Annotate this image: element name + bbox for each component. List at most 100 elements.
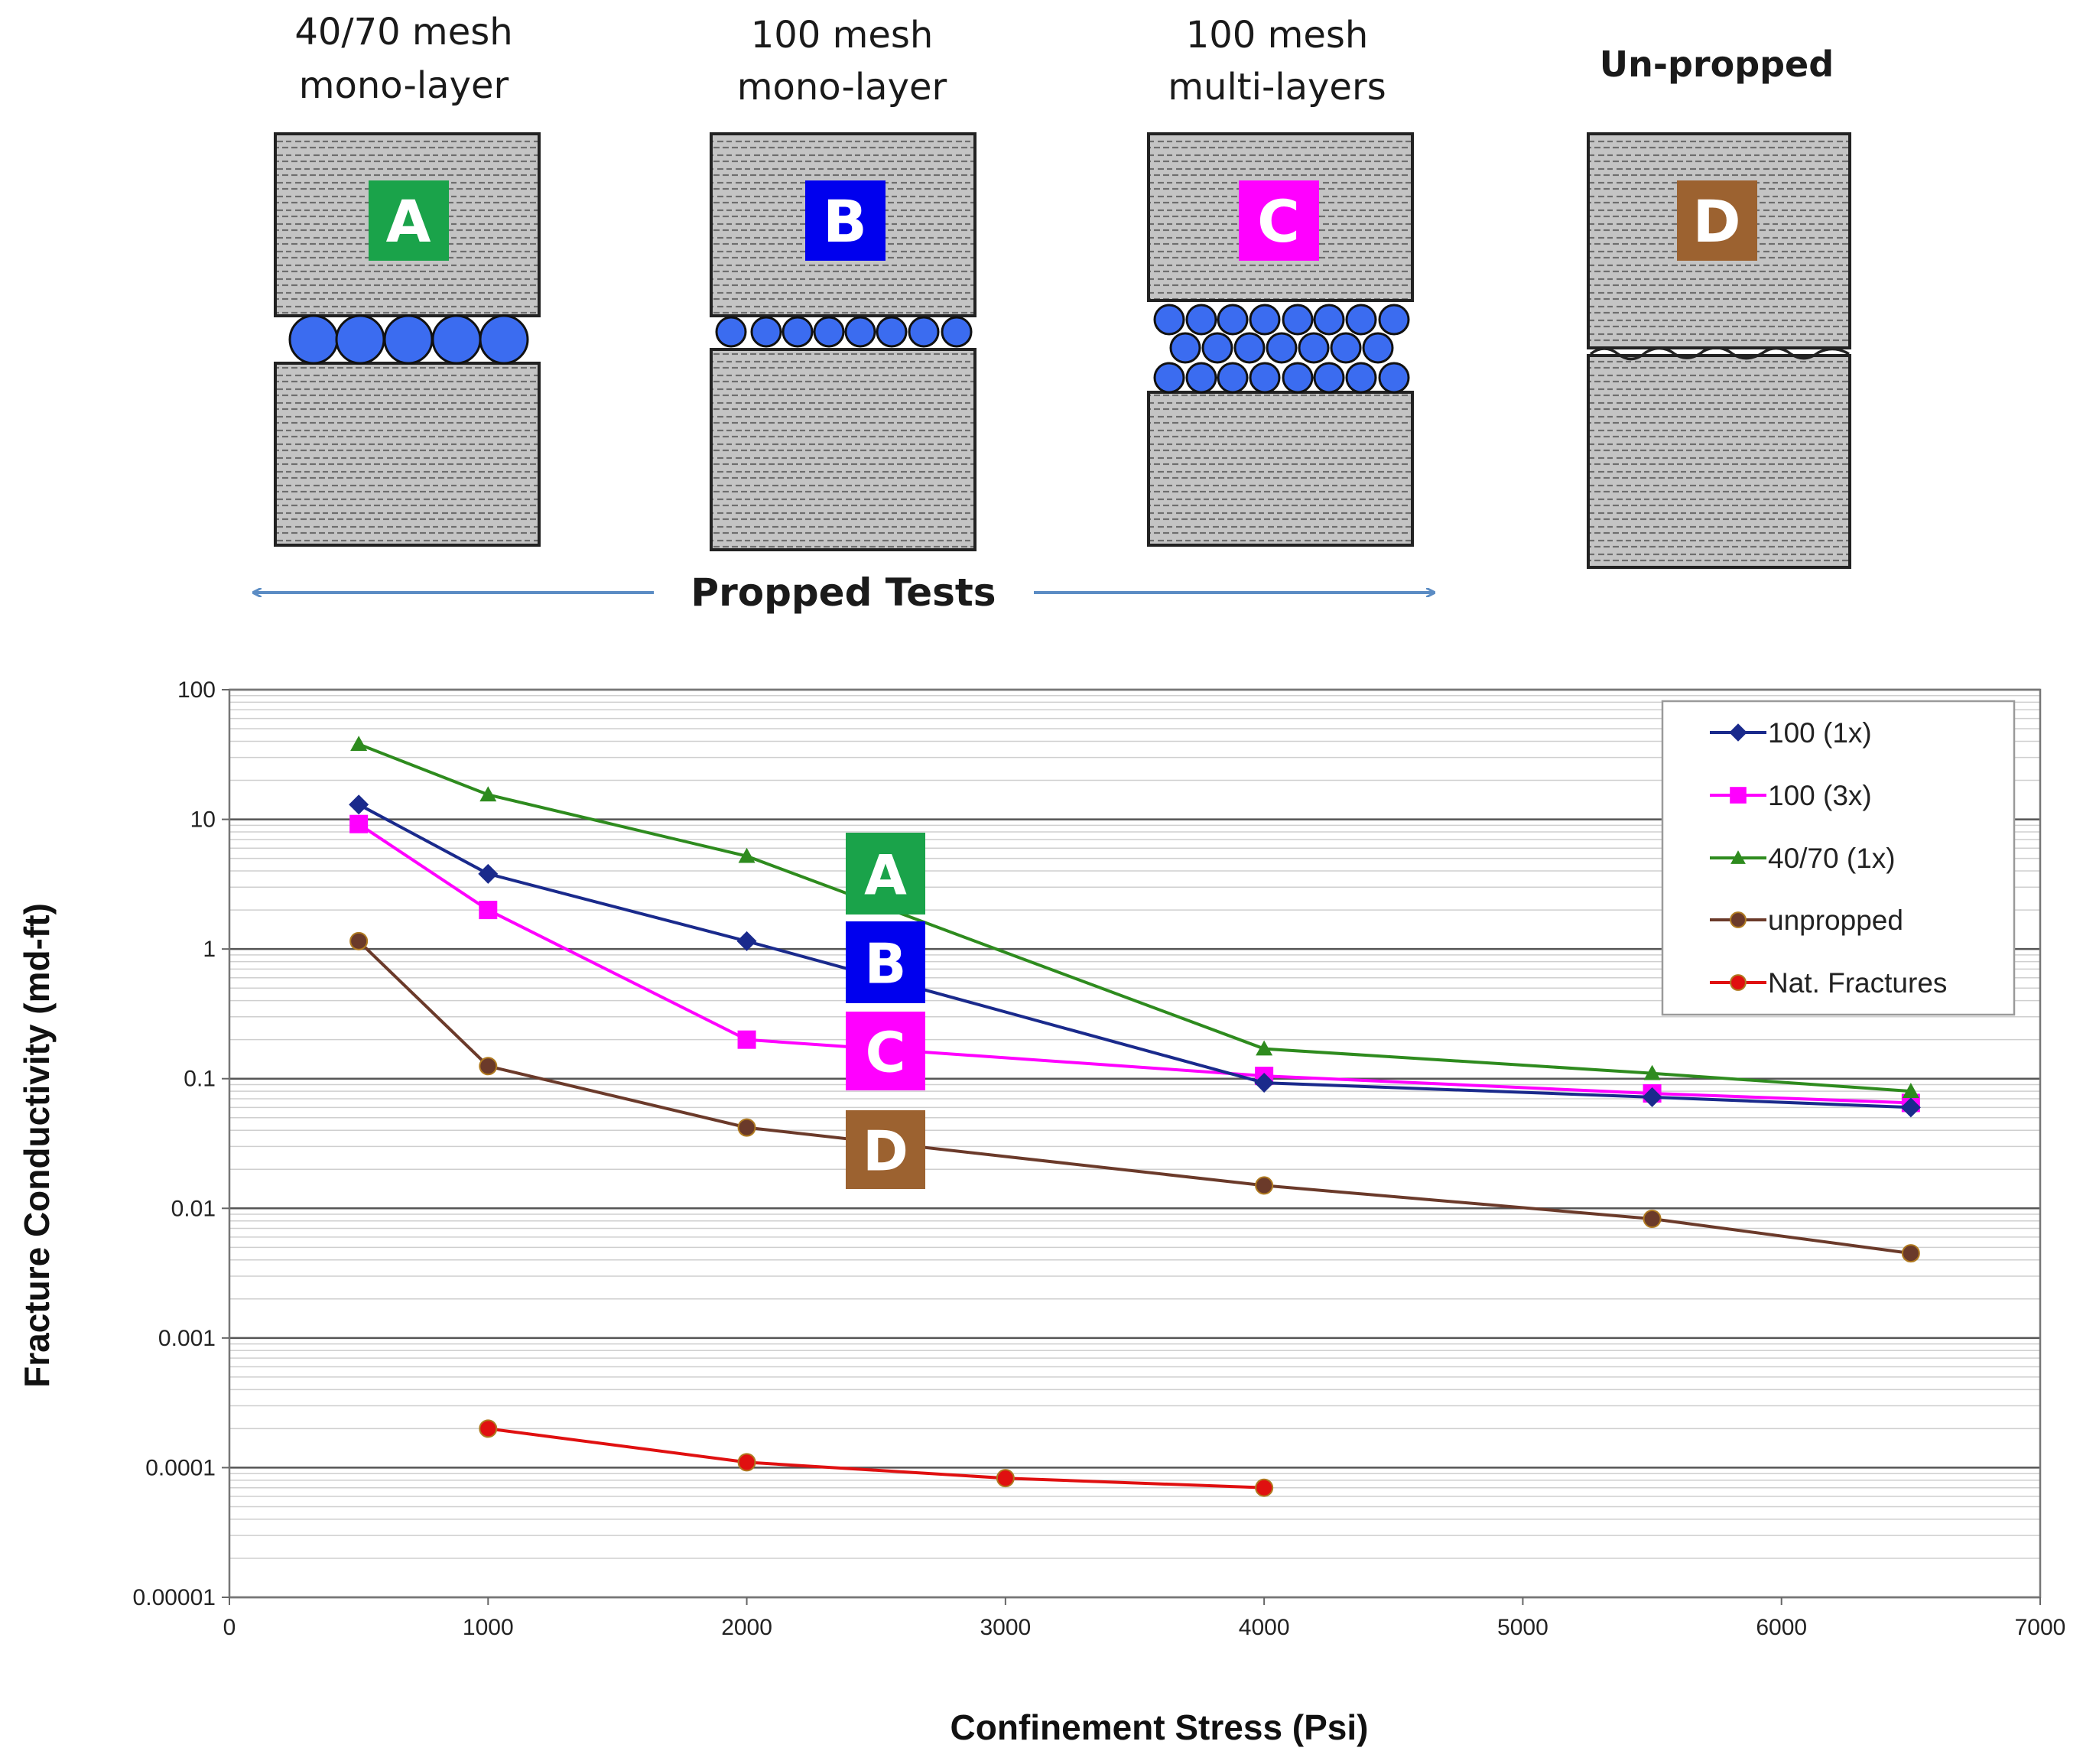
proppant-grain-c-top-2 <box>1185 304 1217 336</box>
x-axis-label: Confinement Stress (Psi) <box>951 1707 1369 1747</box>
x-tick-label: 2000 <box>721 1615 772 1640</box>
data-point-nat-fractures <box>1255 1478 1274 1497</box>
panel-a-badge <box>369 180 449 261</box>
y-tick-label: 1 <box>203 937 216 962</box>
panel-c-proppant <box>1153 304 1410 394</box>
data-point-100-1x <box>736 931 757 951</box>
annotation-badge <box>846 1012 925 1090</box>
schematic: 40/70 mesh mono-layer 100 mesh mono-laye… <box>254 11 1851 615</box>
x-tick-label: 0 <box>223 1615 236 1640</box>
proppant-grain-c-mid-4 <box>1266 332 1298 364</box>
proppant-grain-c-bottom-1 <box>1153 362 1185 394</box>
data-point-100-1x <box>478 863 499 884</box>
annotation-label: C <box>866 1021 906 1085</box>
proppant-grain-c-top-3 <box>1217 304 1249 336</box>
legend-swatch-marker <box>1730 911 1747 928</box>
proppant-grain-a-4 <box>431 314 482 365</box>
legend-swatch-marker <box>1730 850 1746 864</box>
panel-d-bottom-rock <box>1587 354 1851 569</box>
y-tick-label: 10 <box>190 807 216 833</box>
panel-b-badge <box>805 180 886 261</box>
y-tick-label: 0.01 <box>171 1196 216 1221</box>
data-point-unpropped <box>1255 1176 1274 1195</box>
annotation-badge <box>846 921 925 1003</box>
series-unpropped <box>349 931 1920 1263</box>
proppant-grain-a-1 <box>288 314 339 365</box>
legend: 100 (1x) 100 (3x) 40/70 (1x) unpropped Nat. … <box>1661 700 2016 1016</box>
panel-d-badge <box>1677 180 1757 261</box>
proppant-grain-c-top-4 <box>1249 304 1281 336</box>
proppant-grain-c-bottom-4 <box>1249 362 1281 394</box>
x-tick-label: 4000 <box>1239 1615 1290 1640</box>
data-point-100-3x <box>479 901 498 920</box>
conductivity-chart: 100 10 1 0.1 0.01 0.001 0.0001 0.00001 0 1000 200… <box>17 677 2065 1747</box>
data-point-unpropped <box>349 931 369 950</box>
proppant-grain-c-mid-2 <box>1201 332 1233 364</box>
proppant-grain-c-top-7 <box>1345 304 1377 336</box>
panel-d-badge-label: D <box>1692 187 1740 255</box>
proppant-grain-b-5 <box>844 316 876 348</box>
data-point-40-70-1x <box>350 736 368 752</box>
data-point-100-1x <box>1254 1073 1275 1093</box>
data-point-unpropped <box>737 1118 756 1137</box>
y-tick-label: 0.001 <box>158 1326 216 1351</box>
data-point-100-1x <box>1900 1097 1921 1118</box>
y-axis-ticks: 100 10 1 0.1 0.01 0.001 0.0001 0.00001 <box>133 677 229 1610</box>
data-point-nat-fractures <box>479 1419 498 1438</box>
proppant-grain-c-top-1 <box>1153 304 1185 336</box>
panel-b: B <box>710 132 977 551</box>
proppant-grain-a-2 <box>335 314 385 365</box>
panel-b-proppant <box>715 316 973 348</box>
y-tick-label: 0.00001 <box>133 1585 216 1610</box>
data-point-40-70-1x <box>1256 1040 1273 1056</box>
data-point-100-1x <box>349 794 369 815</box>
proppant-grain-b-4 <box>813 316 845 348</box>
proppant-grain-c-top-6 <box>1313 304 1345 336</box>
series-40-70-1x <box>350 736 1919 1098</box>
data-point-unpropped <box>1643 1210 1662 1229</box>
annotation-badge <box>846 833 925 914</box>
annotation-label: A <box>864 843 907 908</box>
legend-swatch-marker <box>1729 723 1747 742</box>
proppant-grain-c-bottom-3 <box>1217 362 1249 394</box>
data-point-40-70-1x <box>1643 1064 1661 1080</box>
panel-c: C <box>1147 132 1414 547</box>
panel-a-bottom-rock <box>274 362 541 547</box>
proppant-grain-b-6 <box>876 316 908 348</box>
legend-label: unpropped <box>1768 905 1903 936</box>
x-tick-label: 5000 <box>1497 1615 1548 1640</box>
plot-frame <box>228 688 2042 1599</box>
proppant-grain-c-mid-7 <box>1362 332 1394 364</box>
legend-item-100-1x: 100 (1x) <box>1710 717 1872 749</box>
proppant-grain-c-mid-5 <box>1298 332 1330 364</box>
proppant-grain-b-3 <box>782 316 814 348</box>
legend-item-nat-fractures: Nat. Fractures <box>1710 967 1947 999</box>
series-line-40-70-1x <box>358 742 1912 1093</box>
caption-d: Un-propped <box>1600 44 1834 85</box>
series-nat-fractures <box>479 1419 1274 1497</box>
data-point-100-1x <box>1642 1087 1662 1107</box>
series-line-unpropped <box>357 940 1912 1256</box>
legend-label: Nat. Fractures <box>1768 967 1947 999</box>
data-point-100-3x <box>737 1030 756 1049</box>
proppant-grain-a-3 <box>383 314 434 365</box>
x-tick-label: 1000 <box>463 1615 514 1640</box>
proppant-grain-c-top-5 <box>1282 304 1314 336</box>
proppant-grain-c-top-8 <box>1378 304 1410 336</box>
panel-a-badge-label: A <box>386 187 431 255</box>
panel-c-badge-label: C <box>1257 187 1300 255</box>
data-point-100-3x <box>349 814 369 833</box>
caption-b-line1: 100 mesh <box>751 14 934 57</box>
x-tick-label: 3000 <box>980 1615 1031 1640</box>
annotation-c: C <box>846 1012 925 1090</box>
legend-item-100-3x: 100 (3x) <box>1710 780 1872 811</box>
proppant-grain-c-bottom-8 <box>1378 362 1410 394</box>
propped-tests-label: Propped Tests <box>691 570 996 615</box>
annotation-label: B <box>865 932 907 996</box>
x-axis-ticks: 0 1000 2000 3000 4000 5000 6000 7000 <box>223 1597 2065 1640</box>
proppant-grain-c-mid-6 <box>1330 332 1362 364</box>
series-line-100-3x <box>357 823 1911 1105</box>
annotation-badge <box>846 1110 925 1189</box>
annotation-label: D <box>863 1119 908 1184</box>
data-point-unpropped <box>1901 1244 1920 1263</box>
